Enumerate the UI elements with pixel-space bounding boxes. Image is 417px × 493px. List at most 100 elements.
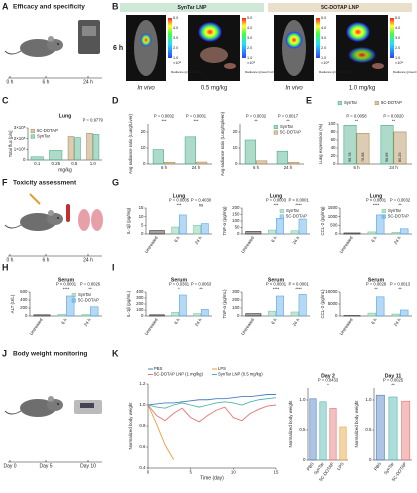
x-tick-label: 24 h	[393, 317, 402, 327]
colorbar-tick: 1.0	[247, 56, 252, 60]
annotation: P = 0.0063	[191, 282, 212, 287]
x-tick-label: Untreated	[240, 235, 255, 254]
y-tick-label: 10	[141, 145, 146, 150]
x-tick-label: LPS	[336, 461, 345, 471]
bar	[343, 124, 357, 165]
bar	[268, 310, 277, 317]
x-tick-label: 24 h	[192, 165, 201, 170]
y-tick-label: 0	[369, 457, 372, 462]
legend-swatch	[71, 292, 76, 298]
group-header	[120, 3, 264, 12]
bar	[268, 229, 277, 235]
colorbar-tick: 3.0	[395, 36, 400, 40]
bar	[401, 400, 411, 461]
colorbar-tick: 3.0	[247, 36, 252, 40]
y-tick-label: 100	[232, 305, 240, 310]
annotation: ns	[199, 203, 203, 208]
view-label: In vivo	[285, 86, 303, 92]
x-tick-label: 24 h	[284, 165, 293, 170]
colorbar-tick: 4.0	[321, 26, 326, 30]
y-tick-label: 20	[233, 129, 238, 134]
bar	[309, 398, 317, 461]
x-tick-label: 24 h	[194, 317, 203, 327]
x-tick-label: PBS	[306, 461, 315, 471]
bar	[149, 230, 165, 235]
colorbar-label: Radiance (p/sec/cm²/sr)	[171, 70, 203, 74]
chart-title: Lung	[59, 113, 72, 119]
annotation: ***	[274, 203, 279, 208]
line	[147, 404, 277, 423]
x-tick-label: 6 h	[270, 317, 278, 325]
bar	[81, 314, 91, 317]
x-tick-label: Untreated	[240, 317, 255, 336]
y-tick-label: 0.5	[299, 427, 306, 432]
y-axis-label: Normalized body weight	[128, 402, 133, 450]
y-tick-label: 300	[136, 295, 144, 300]
panel-label: A	[2, 1, 9, 11]
bar	[171, 226, 180, 235]
x-tick-label: PBS	[373, 461, 382, 471]
lung-right	[91, 209, 103, 231]
data-label: 96.78	[348, 152, 352, 162]
timeline-label: 0 h	[7, 79, 14, 85]
panel-label: B	[112, 1, 119, 11]
y-axis-label: ALT (U/L)	[10, 294, 15, 313]
y-tick-label: 10	[139, 214, 144, 219]
annotation: P = 0.0001	[186, 114, 207, 119]
y-tick-label: 1×10⁸	[14, 146, 26, 151]
annotation: ****	[295, 203, 302, 208]
bar	[343, 232, 361, 235]
x-tick-label: Untreated	[29, 317, 44, 336]
colorbar-unit: ×10⁸	[395, 61, 403, 65]
mouse-eye	[57, 217, 59, 219]
signal	[285, 31, 303, 49]
y-tick-label: 60	[331, 137, 336, 142]
colorbar-tick: 2.0	[321, 46, 326, 50]
organ-liver	[200, 47, 228, 63]
group-title: 5C-DOTAP LNP	[321, 5, 359, 11]
x-tick-label: 6 h	[253, 165, 260, 170]
dose-label: 0.5 mg/kg	[201, 86, 227, 92]
y-tick-label: 100	[232, 218, 240, 223]
annotation: P = 0.0433	[318, 378, 339, 383]
y-tick-label: 200	[20, 305, 28, 310]
x-tick-label: 1.0	[90, 161, 97, 166]
y-tick-label: 1.0	[299, 397, 306, 402]
bar	[356, 133, 370, 165]
bar	[179, 294, 187, 317]
mouse-ear	[48, 210, 54, 216]
panel-header: Efficacy and specificity	[13, 4, 85, 11]
time-label: 6 h	[113, 45, 123, 52]
bar	[399, 228, 409, 235]
x-tick-label: 6 h	[370, 317, 378, 325]
x-tick-label: 24 h	[83, 317, 92, 327]
bar	[380, 125, 394, 165]
annotation: P = 0.0017	[278, 114, 299, 119]
y-axis-label: TNF-α (pg/mL)	[222, 289, 227, 318]
y-tick-label: 0.8	[139, 423, 146, 428]
y-tick-label: 15	[139, 205, 144, 210]
y-tick-label: 5000	[328, 301, 338, 306]
colorbar-tick: 1.0	[395, 56, 400, 60]
bar	[196, 161, 208, 165]
panel-label: D	[112, 95, 119, 105]
annotation: ***	[162, 119, 167, 124]
bar	[367, 231, 376, 235]
y-axis-label: Avg radiance ratio (Lung/Spleen)	[220, 111, 225, 176]
y-tick-label: 200	[232, 205, 240, 210]
legend-swatch	[273, 130, 278, 135]
annotation: **	[88, 287, 92, 292]
legend-swatch	[30, 134, 35, 139]
chart-title: Lung	[173, 193, 186, 199]
colorbar-label: Radiance (p/sec/cm²/sr)	[393, 70, 417, 74]
x-axis-label: Time (day)	[200, 475, 224, 481]
axes	[339, 292, 412, 317]
bar	[152, 149, 165, 165]
chart-title: Serum	[58, 277, 75, 283]
y-tick-label: 1500	[328, 205, 338, 210]
y-tick-label: 0	[237, 231, 240, 236]
panel-label: I	[112, 262, 115, 272]
annotation: *	[327, 383, 329, 388]
annotation: ****	[373, 203, 380, 208]
panel-label: G	[112, 177, 119, 187]
